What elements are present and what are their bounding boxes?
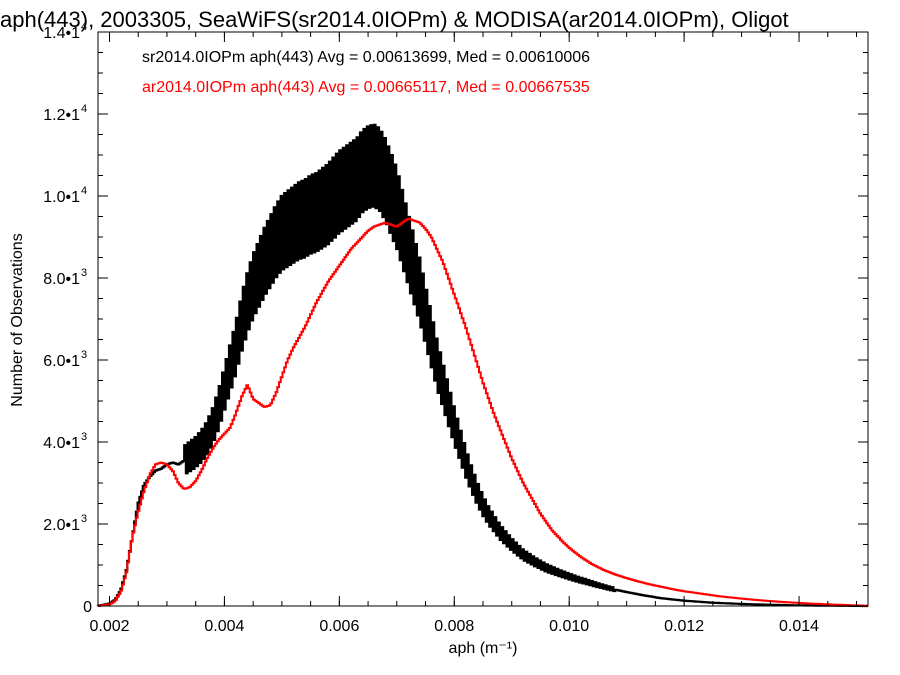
legend-entry-ar2014: ar2014.0IOPm aph(443) Avg = 0.00665117, … [142, 79, 590, 96]
y-tick-label: 4.0•1 [43, 435, 80, 452]
y-tick-label: 1.2•1 [43, 107, 80, 124]
y-axis-label: Number of Observations [9, 233, 26, 406]
legend-entry-sr2014: sr2014.0IOPm aph(443) Avg = 0.00613699, … [142, 49, 590, 66]
series-line-ar2014 [97, 217, 868, 607]
y-tick-exponent: 3 [81, 513, 87, 525]
x-axis-label: aph (m⁻¹) [449, 640, 518, 657]
y-tick-exponent: 3 [81, 267, 87, 279]
chart-title: aph(443), 2003305, SeaWiFS(sr2014.0IOPm)… [0, 7, 789, 32]
y-tick-exponent: 4 [81, 185, 87, 197]
y-tick-label: 2.0•1 [43, 517, 80, 534]
y-tick-label: 1.4•1 [43, 25, 80, 42]
y-tick-label: 0 [83, 599, 92, 616]
x-tick-label: 0.012 [664, 618, 704, 635]
y-tick-exponent: 4 [81, 21, 87, 33]
y-tick-label: 6.0•1 [43, 353, 80, 370]
y-tick-label: 8.0•1 [43, 271, 80, 288]
y-tick-exponent: 3 [81, 349, 87, 361]
y-tick-label: 1.0•1 [43, 189, 80, 206]
plot-frame [97, 31, 869, 607]
x-tick-label: 0.006 [319, 618, 359, 635]
x-tick-label: 0.004 [204, 618, 244, 635]
series-line-sr2014 [96, 123, 868, 608]
x-tick-label: 0.008 [434, 618, 474, 635]
x-tick-label: 0.010 [549, 618, 589, 635]
y-tick-exponent: 4 [81, 103, 87, 115]
y-tick-exponent: 3 [81, 431, 87, 443]
plot-area: 0.002 0.004 0.006 0.008 0.010 0.012 0.014 0 2.0•… [43, 21, 869, 635]
x-tick-label: 0.002 [89, 618, 129, 635]
x-tick-label: 0.014 [779, 618, 819, 635]
